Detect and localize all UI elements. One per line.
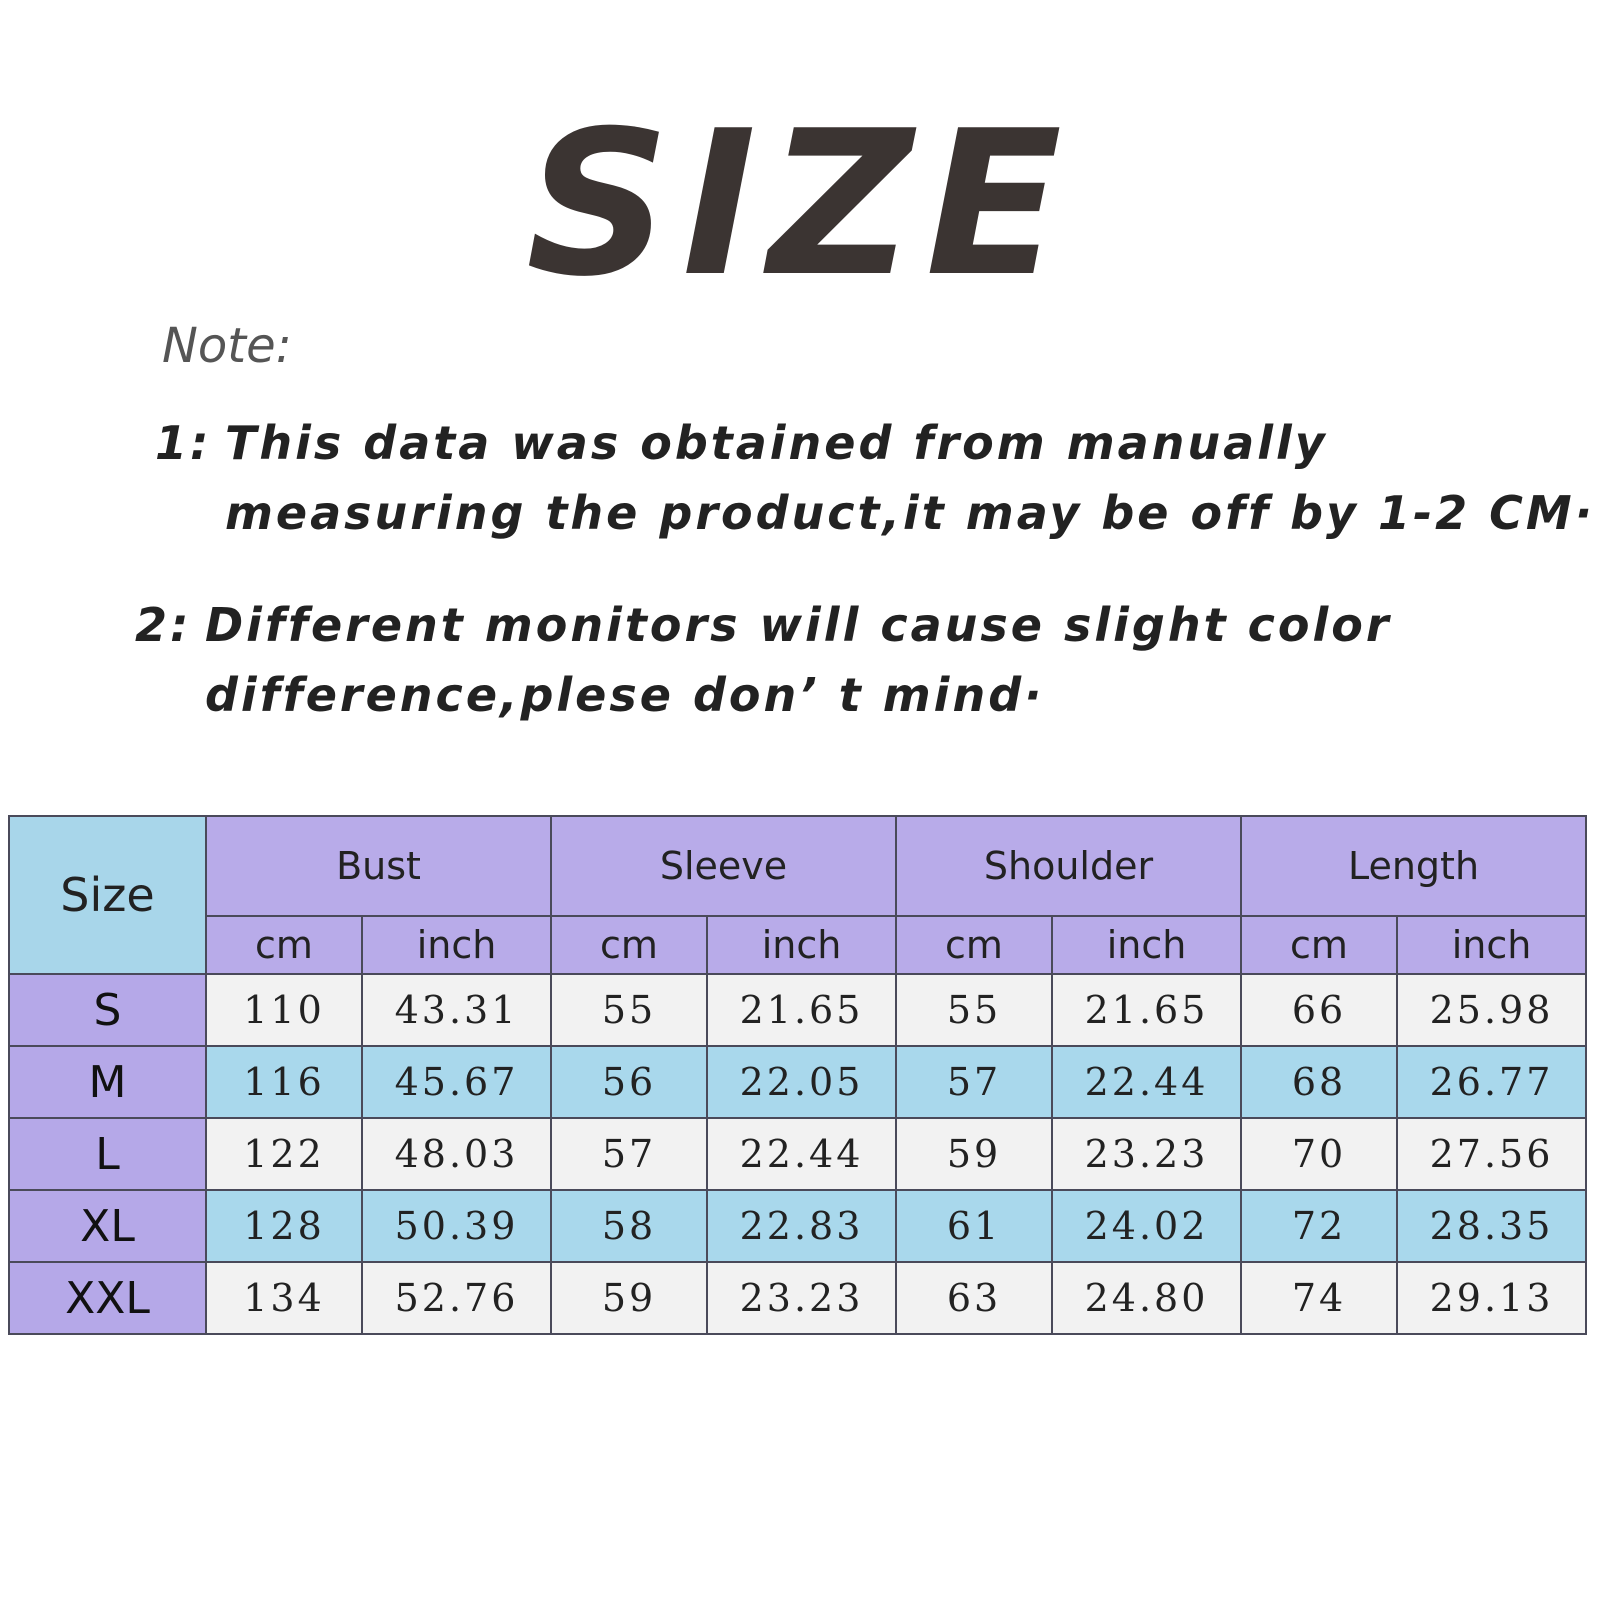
size-cell: XL (8, 1189, 207, 1263)
group-header: Bust (205, 815, 552, 917)
value-cell: 56 (550, 1045, 708, 1119)
value-cell: 134 (205, 1261, 363, 1335)
value-cell: 26.77 (1396, 1045, 1587, 1119)
value-cell: 23.23 (1051, 1117, 1242, 1191)
data-row: XXL 134 52.76 59 23.23 63 24.80 74 29.13 (8, 1261, 1587, 1335)
value-cell: 57 (895, 1045, 1053, 1119)
value-cell: 23.23 (706, 1261, 897, 1335)
value-cell: 59 (895, 1117, 1053, 1191)
unit-header: inch (1051, 915, 1242, 975)
note-line: difference,plese don’ t mind· (205, 668, 1045, 722)
size-table: Size Bust Sleeve Shoulder Length cm inch cm inch… (8, 815, 1587, 1335)
unit-header: cm (895, 915, 1053, 975)
value-cell: 68 (1240, 1045, 1398, 1119)
unit-header: inch (361, 915, 552, 975)
size-cell: S (8, 973, 207, 1047)
value-cell: 52.76 (361, 1261, 552, 1335)
note-item: 2: Different monitors will cause slight c… (135, 590, 1392, 730)
value-cell: 59 (550, 1261, 708, 1335)
value-cell: 22.05 (706, 1045, 897, 1119)
unit-header: cm (550, 915, 708, 975)
value-cell: 29.13 (1396, 1261, 1587, 1335)
size-header: Size (8, 815, 207, 975)
value-cell: 22.44 (1051, 1045, 1242, 1119)
note-line: This data was obtained from manually (225, 416, 1328, 470)
note-item: 1: This data was obtained from manually me… (155, 408, 1596, 548)
value-cell: 128 (205, 1189, 363, 1263)
value-cell: 55 (550, 973, 708, 1047)
value-cell: 21.65 (1051, 973, 1242, 1047)
size-cell: L (8, 1117, 207, 1191)
header-row: Size Bust Sleeve Shoulder Length (8, 815, 1587, 975)
note-label: Note: (162, 318, 292, 374)
value-cell: 45.67 (361, 1045, 552, 1119)
value-cell: 24.80 (1051, 1261, 1242, 1335)
value-cell: 72 (1240, 1189, 1398, 1263)
group-header: Sleeve (550, 815, 897, 917)
value-cell: 57 (550, 1117, 708, 1191)
value-cell: 22.44 (706, 1117, 897, 1191)
value-cell: 55 (895, 973, 1053, 1047)
unit-header: cm (205, 915, 363, 975)
value-cell: 61 (895, 1189, 1053, 1263)
value-cell: 116 (205, 1045, 363, 1119)
group-header: Length (1240, 815, 1587, 917)
unit-row: cm inch cm inch cm inch cm inch (9, 915, 1587, 975)
value-cell: 74 (1240, 1261, 1398, 1335)
data-row: S 110 43.31 55 21.65 55 21.65 66 25.98 (8, 973, 1587, 1047)
note-line: measuring the product,it may be off by 1… (225, 486, 1596, 540)
note-number: 2: (135, 598, 192, 652)
size-cell: M (8, 1045, 207, 1119)
value-cell: 63 (895, 1261, 1053, 1335)
unit-header: cm (1240, 915, 1398, 975)
value-cell: 110 (205, 973, 363, 1047)
data-row: M 116 45.67 56 22.05 57 22.44 68 26.77 (8, 1045, 1587, 1119)
size-cell: XXL (8, 1261, 207, 1335)
value-cell: 58 (550, 1189, 708, 1263)
value-cell: 24.02 (1051, 1189, 1242, 1263)
value-cell: 50.39 (361, 1189, 552, 1263)
unit-header: inch (1396, 915, 1587, 975)
title: SIZE (525, 88, 1075, 321)
value-cell: 48.03 (361, 1117, 552, 1191)
value-cell: 70 (1240, 1117, 1398, 1191)
note-line: Different monitors will cause slight col… (205, 598, 1392, 652)
data-row: L 122 48.03 57 22.44 59 23.23 70 27.56 (8, 1117, 1587, 1191)
value-cell: 25.98 (1396, 973, 1587, 1047)
value-cell: 66 (1240, 973, 1398, 1047)
value-cell: 27.56 (1396, 1117, 1587, 1191)
value-cell: 122 (205, 1117, 363, 1191)
unit-header: inch (706, 915, 897, 975)
group-header: Shoulder (895, 815, 1242, 917)
data-row: XL 128 50.39 58 22.83 61 24.02 72 28.35 (8, 1189, 1587, 1263)
note-number: 1: (155, 416, 212, 470)
value-cell: 43.31 (361, 973, 552, 1047)
value-cell: 21.65 (706, 973, 897, 1047)
value-cell: 28.35 (1396, 1189, 1587, 1263)
value-cell: 22.83 (706, 1189, 897, 1263)
